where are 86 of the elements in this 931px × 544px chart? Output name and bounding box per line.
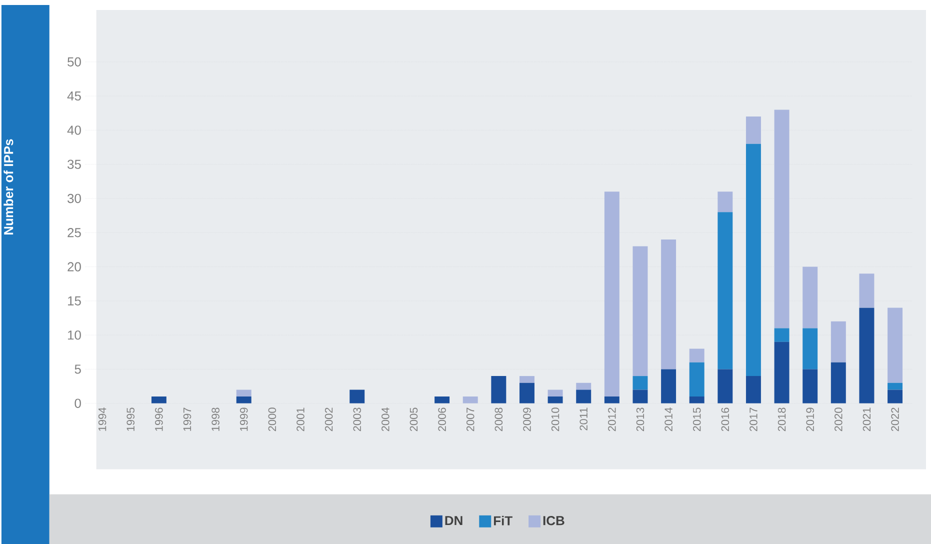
bar [661, 369, 676, 404]
x-tick-label: 2003 [353, 408, 361, 432]
bar [519, 376, 534, 383]
x-tick-label: 2007 [466, 408, 474, 432]
bar [632, 390, 648, 404]
x-tick-label: 2020 [834, 408, 842, 432]
bar [802, 369, 818, 404]
legend-label: ICB [543, 516, 564, 526]
bar [718, 369, 733, 404]
x-tick-label: 2017 [750, 408, 758, 432]
x-tick-label: 2022 [891, 408, 899, 432]
bar [151, 396, 166, 404]
x-tick-label: 2000 [268, 408, 276, 432]
x-tick-label: 2005 [410, 408, 418, 432]
bar [604, 192, 620, 396]
x-tick-label: 2011 [580, 408, 588, 430]
bar [661, 239, 676, 370]
bar [774, 328, 790, 342]
x-tick-label: 2019 [806, 408, 814, 432]
bar [888, 382, 903, 390]
bar [718, 192, 733, 212]
y-tick-label: 30 [68, 194, 81, 204]
x-tick-label: 2016 [721, 408, 730, 432]
bar [519, 382, 534, 404]
bar [802, 328, 818, 370]
y-tick-label: 45 [67, 91, 81, 100]
bar [632, 246, 648, 376]
bar [746, 144, 761, 376]
x-tick-label: 1999 [240, 408, 248, 431]
y-tick-label: 10 [68, 330, 81, 340]
y-tick-label: 15 [68, 296, 81, 306]
x-tick-label: 2014 [664, 407, 672, 432]
x-tick-label: 2001 [296, 408, 304, 432]
y-tick-label: 35 [68, 160, 81, 169]
legend-label: FiT [494, 516, 512, 526]
bar [576, 382, 592, 390]
x-tick-label: 2002 [324, 408, 333, 432]
x-tick-label: 2008 [494, 408, 503, 432]
bar [576, 390, 592, 404]
y-tick-label: 5 [74, 364, 81, 374]
bar [746, 376, 761, 404]
bar [888, 308, 903, 383]
y-tick-label: 20 [68, 262, 81, 272]
bar [859, 308, 874, 404]
bar [236, 390, 252, 396]
bar [434, 396, 450, 404]
x-tick-label: 1994 [98, 407, 106, 431]
y-tick-label: 0 [74, 398, 81, 408]
bar [830, 321, 846, 362]
x-tick-label: 1997 [183, 408, 192, 431]
x-tick-label: 2006 [438, 408, 446, 432]
bar [350, 390, 365, 404]
y-tick-label: 40 [67, 126, 81, 135]
x-tick-label: 2004 [382, 407, 390, 432]
x-tick-label: 2010 [551, 408, 560, 432]
x-tick-label: 2015 [692, 408, 701, 432]
x-tick-label: 1998 [212, 408, 220, 431]
bar [774, 342, 790, 404]
x-tick-label: 2013 [636, 408, 644, 432]
bar [548, 390, 563, 396]
bar [689, 396, 704, 404]
legend-label: DN [445, 516, 462, 525]
y-tick-label: 50 [68, 57, 81, 66]
bar [462, 396, 478, 404]
bar [632, 376, 648, 390]
bar [236, 396, 252, 404]
y-axis-title: Number of IPPs [4, 139, 14, 234]
bar [774, 110, 790, 328]
x-tick-label: 1995 [126, 408, 134, 431]
bar [718, 212, 733, 370]
bar [491, 376, 506, 404]
bar [859, 274, 874, 308]
x-tick-label: 2018 [778, 408, 786, 432]
bar [689, 348, 704, 362]
bar [604, 396, 620, 404]
x-tick-label: 1996 [155, 408, 163, 431]
bar [746, 116, 761, 144]
bar [888, 390, 903, 404]
x-tick-label: 2009 [523, 408, 531, 432]
bar [802, 266, 818, 328]
bar [830, 362, 846, 404]
bar [689, 362, 704, 396]
x-tick-label: 2021 [862, 408, 871, 432]
y-tick-label: 25 [68, 228, 81, 238]
x-tick-label: 2012 [608, 408, 616, 432]
bar [548, 396, 563, 404]
